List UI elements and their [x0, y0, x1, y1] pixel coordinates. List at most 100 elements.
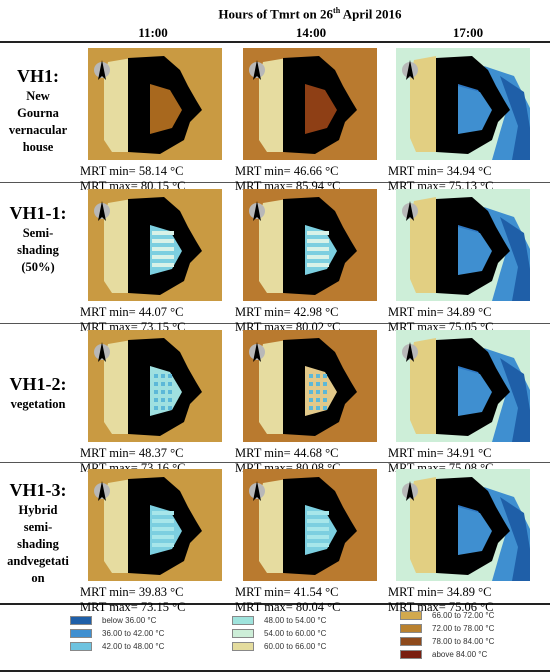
vegetation-cell: [168, 390, 172, 394]
north-arrow-icon: [253, 481, 261, 501]
shading-strip: [307, 263, 329, 267]
mrt-min: MRT min= 44.07 °C: [80, 305, 184, 319]
vegetation-cell: [316, 398, 320, 402]
shading-strip: [152, 519, 174, 523]
row-divider: [0, 462, 550, 463]
mrt-readout: MRT min= 34.89 °C MRT max= 75.06 °C: [388, 585, 538, 615]
legend-swatch: [232, 629, 254, 638]
vegetation-cell: [323, 390, 327, 394]
vegetation-cell: [161, 390, 165, 394]
vegetation-cell: [316, 374, 320, 378]
courtyard: [305, 366, 337, 416]
shading-strip: [307, 535, 329, 539]
thermal-map: [243, 330, 377, 442]
thermal-map: [396, 48, 530, 160]
column-header-2: 14:00: [295, 25, 327, 40]
mrt-min: MRT min= 48.37 °C: [80, 446, 184, 460]
legend-item: 36.00 to 42.00 °C: [70, 628, 164, 639]
vegetation-cell: [168, 382, 172, 386]
courtyard-shade: [458, 507, 492, 555]
thermal-map-panel: [243, 330, 377, 442]
row-label: VH1-1: Semi-shading (50%): [0, 201, 76, 276]
thermal-map: [88, 469, 222, 581]
mrt-min: MRT min= 34.89 °C: [388, 305, 492, 319]
north-arrow-icon: [98, 342, 106, 362]
deep-shade-zone: [500, 497, 530, 581]
mrt-min: MRT min= 34.94 °C: [388, 164, 492, 178]
thermal-map: [396, 469, 530, 581]
legend-swatch: [232, 616, 254, 625]
legend-item: 78.00 to 84.00 °C: [400, 636, 494, 647]
legend-item: 72.00 to 78.00 °C: [400, 623, 494, 634]
title-suffix: April 2016: [340, 6, 402, 22]
deep-shade-zone: [500, 358, 530, 442]
legend-item: 48.00 to 54.00 °C: [232, 615, 326, 626]
mrt-min: MRT min= 39.83 °C: [80, 585, 184, 599]
mrt-readout: MRT min= 41.54 °C MRT max= 80.04 °C: [235, 585, 385, 615]
mrt-min: MRT min= 58.14 °C: [80, 164, 184, 178]
deep-shade-zone: [500, 76, 530, 160]
mrt-min: MRT min= 44.68 °C: [235, 446, 339, 460]
deep-shade-zone: [500, 217, 530, 301]
shading-strip: [307, 527, 329, 531]
legend-swatch: [232, 642, 254, 651]
legend-item: 60.00 to 66.00 °C: [232, 641, 326, 652]
legend-label: 54.00 to 60.00 °C: [264, 629, 327, 638]
thermal-map-panel: [243, 48, 377, 160]
legend-swatch: [400, 650, 422, 659]
row-label-main: VH1-1:: [9, 203, 67, 223]
shading-strip: [152, 247, 174, 251]
vegetation-cell: [161, 374, 165, 378]
legend-swatch: [70, 642, 92, 651]
cool-halo: [104, 340, 132, 434]
legend-swatch: [70, 629, 92, 638]
mrt-max: MRT max= 75.06 °C: [388, 600, 494, 614]
legend-label: below 36.00 °C: [102, 616, 157, 625]
legend-swatch: [400, 624, 422, 633]
mrt-readout: MRT min= 39.83 °C MRT max= 73.15 °C: [80, 585, 230, 615]
vegetation-cell: [323, 398, 327, 402]
vegetation-cell: [154, 398, 158, 402]
vegetation-cell: [316, 382, 320, 386]
courtyard: [150, 84, 182, 134]
warm-band: [410, 197, 436, 293]
vegetation-cell: [323, 374, 327, 378]
cool-halo: [104, 58, 132, 152]
row-label-line: shading: [17, 537, 59, 551]
row-label-line: semi-: [23, 520, 53, 534]
north-arrow-icon: [253, 201, 261, 221]
vegetation-cell: [309, 390, 313, 394]
shading-strip: [307, 239, 329, 243]
legend-swatch: [70, 616, 92, 625]
row-label: VH1-2: vegetation: [0, 372, 76, 413]
title-prefix: Hours of Tmrt on 26: [218, 6, 334, 22]
vegetation-cell: [161, 382, 165, 386]
legend-item: 66.00 to 72.00 °C: [400, 610, 494, 621]
thermal-map-panel: [88, 189, 222, 301]
row-label-line: Hybrid: [18, 503, 58, 517]
north-arrow-icon: [406, 481, 414, 501]
mrt-min: MRT min= 34.91 °C: [388, 446, 492, 460]
cool-halo: [259, 199, 287, 293]
vegetation-cell: [316, 406, 320, 410]
bottom-rule: [0, 670, 550, 672]
legend-swatch: [400, 611, 422, 620]
legend-item: 54.00 to 60.00 °C: [232, 628, 326, 639]
shading-strip: [152, 231, 174, 235]
legend-rule: [0, 603, 550, 605]
mrt-min: MRT min= 34.89 °C: [388, 585, 492, 599]
north-arrow-icon: [406, 201, 414, 221]
mrt-max: MRT max= 73.15 °C: [80, 600, 186, 614]
warm-band: [410, 56, 436, 152]
cool-halo: [259, 58, 287, 152]
shading-strip: [307, 511, 329, 515]
shading-strip: [152, 255, 174, 259]
thermal-map-panel: [88, 469, 222, 581]
courtyard-shade: [458, 368, 492, 416]
cool-halo: [259, 479, 287, 573]
row-label-line: (50%): [21, 260, 55, 274]
vegetation-cell: [309, 374, 313, 378]
legend-label: 48.00 to 54.00 °C: [264, 616, 327, 625]
shading-strip: [152, 535, 174, 539]
legend-item: above 84.00 °C: [400, 649, 487, 660]
